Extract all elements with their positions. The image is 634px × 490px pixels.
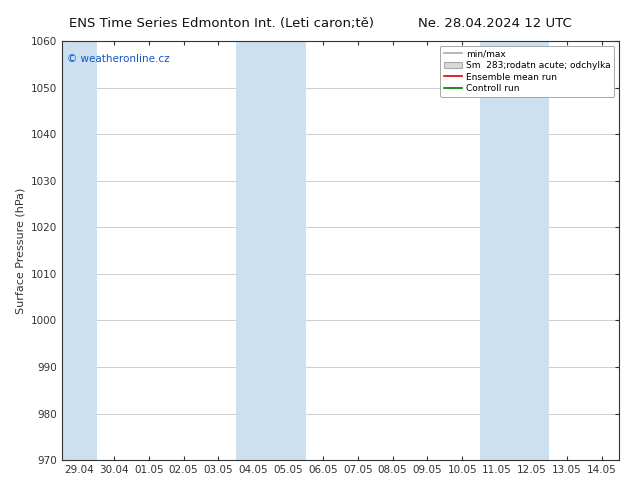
Legend: min/max, Sm  283;rodatn acute; odchylka, Ensemble mean run, Controll run: min/max, Sm 283;rodatn acute; odchylka, … <box>440 46 614 97</box>
Bar <box>480 41 549 460</box>
Bar <box>236 41 306 460</box>
Bar <box>61 41 96 460</box>
Text: ENS Time Series Edmonton Int. (Leti caron;tě): ENS Time Series Edmonton Int. (Leti caro… <box>69 17 375 30</box>
Text: © weatheronline.cz: © weatheronline.cz <box>67 53 170 64</box>
Text: Ne. 28.04.2024 12 UTC: Ne. 28.04.2024 12 UTC <box>418 17 571 30</box>
Y-axis label: Surface Pressure (hPa): Surface Pressure (hPa) <box>15 187 25 314</box>
